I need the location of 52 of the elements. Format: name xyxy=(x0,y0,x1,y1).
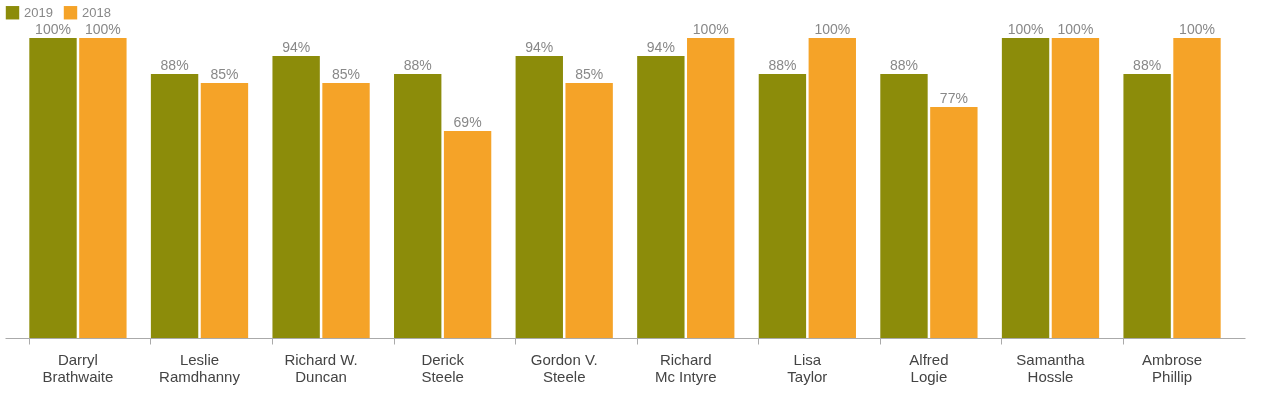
bar xyxy=(758,74,807,338)
data-label: 100% xyxy=(692,21,729,37)
x-tick-label: Ambrose Phillip xyxy=(1142,350,1203,385)
x-tick-label: Richard W. Duncan xyxy=(284,350,358,385)
x-tick-label: Derick Steele xyxy=(421,350,465,385)
bar xyxy=(322,83,370,338)
data-label: 88% xyxy=(889,57,918,73)
data-label: 85% xyxy=(575,66,604,82)
data-label: 100% xyxy=(814,21,851,37)
bar xyxy=(79,38,127,338)
x-tick-label: Lisa Taylor xyxy=(787,350,828,385)
legend-label: 2019 xyxy=(24,4,53,20)
bar xyxy=(565,83,613,338)
bar xyxy=(1123,74,1171,338)
x-tick-label: Gordon V. Steele xyxy=(530,350,598,385)
bar xyxy=(200,83,249,338)
x-tick-label: Samantha Hossle xyxy=(1016,350,1086,385)
data-label: 88% xyxy=(160,57,189,73)
bar xyxy=(272,56,320,338)
x-tick-label: Alfred Logie xyxy=(909,350,949,385)
bar xyxy=(150,74,199,338)
data-label: 88% xyxy=(403,57,432,73)
bar xyxy=(930,107,978,338)
bar xyxy=(637,56,685,338)
bar xyxy=(394,74,442,338)
x-tick-label: Leslie Ramdhanny xyxy=(159,350,241,385)
data-label: 85% xyxy=(332,66,361,82)
data-label: 85% xyxy=(210,66,239,82)
data-label: 100% xyxy=(1179,21,1215,37)
x-tick-label: Darryl Brathwaite xyxy=(42,350,114,385)
data-label: 94% xyxy=(282,39,311,55)
data-label: 94% xyxy=(646,39,675,55)
data-label: 77% xyxy=(939,90,968,106)
bar xyxy=(1173,38,1221,338)
data-label: 94% xyxy=(525,39,554,55)
bar xyxy=(687,38,735,338)
data-label: 100% xyxy=(84,21,121,37)
bar xyxy=(880,74,928,338)
bar xyxy=(443,131,492,338)
bar xyxy=(808,38,856,338)
data-label: 100% xyxy=(35,21,71,37)
data-label: 69% xyxy=(453,114,482,130)
data-label: 88% xyxy=(768,57,797,73)
data-label: 100% xyxy=(1007,21,1044,37)
bar xyxy=(515,56,563,338)
data-label: 100% xyxy=(1057,21,1094,37)
bar xyxy=(1051,38,1100,338)
bar xyxy=(1001,38,1050,338)
data-label: 88% xyxy=(1133,57,1162,73)
bar xyxy=(29,38,77,338)
x-tick-label: Richard Mc Intyre xyxy=(654,350,717,385)
legend-label: 2018 xyxy=(82,4,111,20)
